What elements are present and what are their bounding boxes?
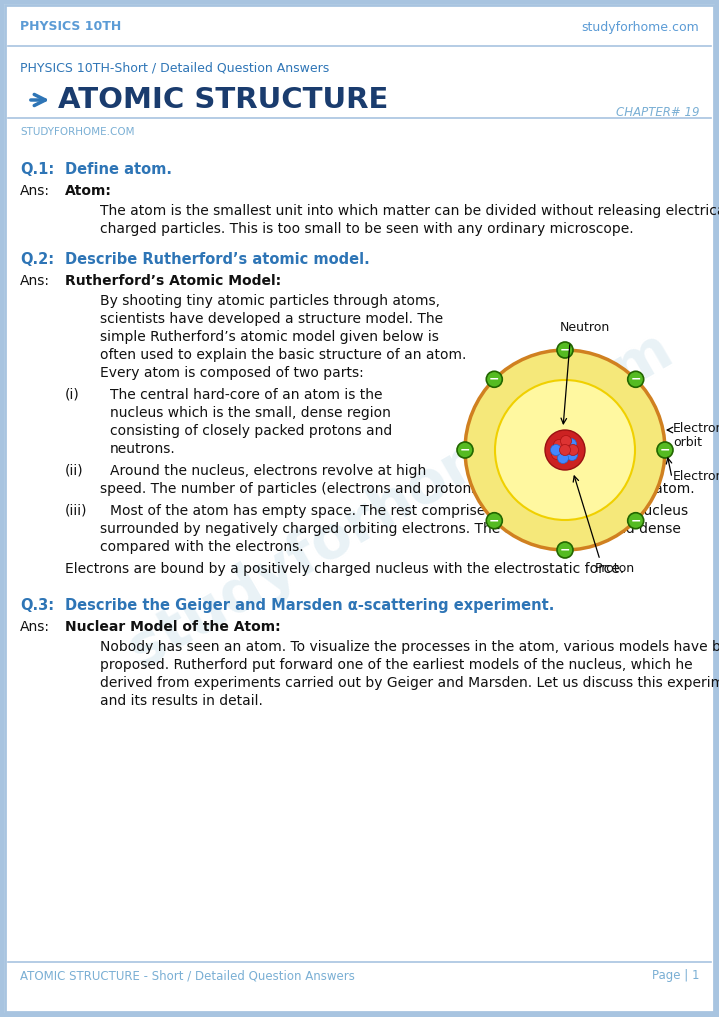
Circle shape [465, 350, 665, 550]
Text: The atom is the smallest unit into which matter can be divided without releasing: The atom is the smallest unit into which… [100, 204, 719, 218]
Text: simple Rutherford’s atomic model given below is: simple Rutherford’s atomic model given b… [100, 330, 439, 344]
Text: Q.2:: Q.2: [20, 252, 54, 267]
Text: (iii): (iii) [65, 504, 88, 518]
Text: PHYSICS 10TH-Short / Detailed Question Answers: PHYSICS 10TH-Short / Detailed Question A… [20, 61, 329, 74]
Text: Neutron: Neutron [560, 321, 610, 334]
Text: often used to explain the basic structure of an atom.: often used to explain the basic structur… [100, 348, 467, 362]
Circle shape [557, 453, 569, 464]
Text: Atom:: Atom: [65, 184, 112, 198]
Text: ATOMIC STRUCTURE: ATOMIC STRUCTURE [58, 86, 388, 114]
Text: neutrons.: neutrons. [110, 442, 175, 456]
Text: surrounded by negatively charged orbiting electrons. The nucleus is tiny and den: surrounded by negatively charged orbitin… [100, 522, 681, 536]
Text: −: − [459, 443, 470, 457]
Circle shape [561, 435, 572, 446]
Text: scientists have developed a structure model. The: scientists have developed a structure mo… [100, 312, 443, 326]
Circle shape [628, 371, 644, 387]
Text: Electron: Electron [673, 422, 719, 435]
Text: Every atom is composed of two parts:: Every atom is composed of two parts: [100, 366, 364, 380]
Text: Rutherford’s Atomic Model:: Rutherford’s Atomic Model: [65, 274, 281, 288]
Circle shape [554, 439, 564, 451]
Text: Nobody has seen an atom. To visualize the processes in the atom, various models : Nobody has seen an atom. To visualize th… [100, 640, 719, 654]
Text: Ans:: Ans: [20, 184, 50, 198]
Text: Q.3:: Q.3: [20, 598, 54, 613]
Circle shape [567, 450, 577, 461]
Text: speed. The number of particles (electrons and protons) depends on the type of at: speed. The number of particles (electron… [100, 482, 695, 496]
Text: STUDYFORHOME.COM: STUDYFORHOME.COM [20, 127, 134, 137]
Circle shape [495, 380, 635, 520]
Text: Around the nucleus, electrons revolve at high: Around the nucleus, electrons revolve at… [110, 464, 426, 478]
Circle shape [566, 438, 577, 450]
Text: PHYSICS 10TH: PHYSICS 10TH [20, 20, 122, 34]
Text: −: − [660, 443, 670, 457]
Text: proposed. Rutherford put forward one of the earliest models of the nucleus, whic: proposed. Rutherford put forward one of … [100, 658, 692, 672]
Text: (i): (i) [65, 388, 80, 402]
Circle shape [545, 430, 585, 470]
Text: Most of the atom has empty space. The rest comprise a positively charged nucleus: Most of the atom has empty space. The re… [110, 504, 688, 518]
Circle shape [551, 448, 562, 460]
Text: Electrons are bound by a positively charged nucleus with the electrostatic force: Electrons are bound by a positively char… [65, 562, 624, 576]
Text: CHAPTER# 19: CHAPTER# 19 [615, 106, 699, 119]
Text: −: − [489, 373, 500, 385]
Text: −: − [631, 515, 641, 527]
Text: −: − [560, 543, 570, 556]
Circle shape [657, 442, 673, 458]
Text: derived from experiments carried out by Geiger and Marsden. Let us discuss this : derived from experiments carried out by … [100, 676, 719, 690]
Text: The central hard-core of an atom is the: The central hard-core of an atom is the [110, 388, 383, 402]
Text: studyforhome.com: studyforhome.com [118, 320, 682, 679]
Text: Page | 1: Page | 1 [651, 969, 699, 982]
Text: nucleus which is the small, dense region: nucleus which is the small, dense region [110, 406, 391, 420]
Circle shape [486, 513, 503, 529]
Text: Ans:: Ans: [20, 274, 50, 288]
Text: Describe Rutherford’s atomic model.: Describe Rutherford’s atomic model. [65, 252, 370, 267]
Circle shape [551, 444, 562, 456]
Circle shape [628, 513, 644, 529]
Text: Describe the Geiger and Marsden α-scattering experiment.: Describe the Geiger and Marsden α-scatte… [65, 598, 554, 613]
Text: −: − [560, 344, 570, 357]
Text: and its results in detail.: and its results in detail. [100, 694, 263, 708]
Text: studyforhome.com: studyforhome.com [581, 20, 699, 34]
Text: Ans:: Ans: [20, 620, 50, 634]
Circle shape [557, 342, 573, 358]
Text: Nuclear Model of the Atom:: Nuclear Model of the Atom: [65, 620, 280, 634]
Circle shape [567, 444, 579, 456]
Text: −: − [489, 515, 500, 527]
Text: Define atom.: Define atom. [65, 162, 172, 177]
Text: consisting of closely packed protons and: consisting of closely packed protons and [110, 424, 393, 438]
Text: Proton: Proton [595, 562, 635, 575]
Text: By shooting tiny atomic particles through atoms,: By shooting tiny atomic particles throug… [100, 294, 440, 308]
Text: charged particles. This is too small to be seen with any ordinary microscope.: charged particles. This is too small to … [100, 222, 633, 236]
Text: −: − [631, 373, 641, 385]
Text: orbit: orbit [673, 436, 702, 448]
Circle shape [557, 542, 573, 558]
Text: (ii): (ii) [65, 464, 83, 478]
Circle shape [486, 371, 503, 387]
Text: Q.1:: Q.1: [20, 162, 54, 177]
Text: compared with the electrons.: compared with the electrons. [100, 540, 303, 554]
Text: Electron: Electron [673, 470, 719, 483]
Text: ATOMIC STRUCTURE - Short / Detailed Question Answers: ATOMIC STRUCTURE - Short / Detailed Ques… [20, 969, 355, 982]
Circle shape [559, 444, 570, 456]
Circle shape [457, 442, 473, 458]
